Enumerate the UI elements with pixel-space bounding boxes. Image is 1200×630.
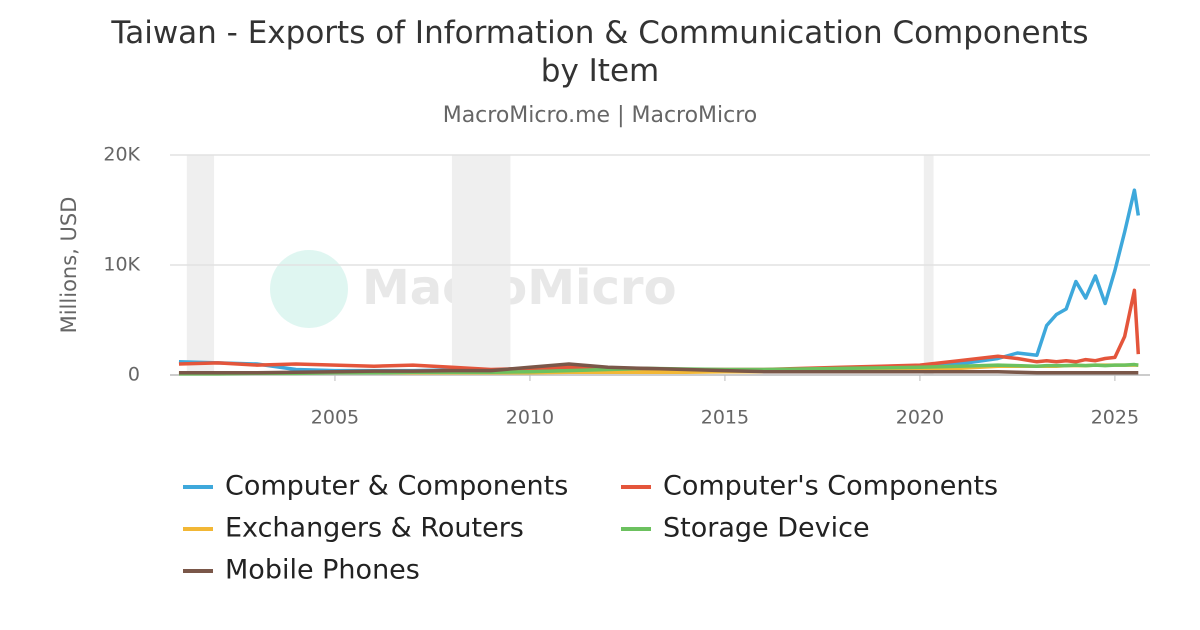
y-tick-label: 20K: [103, 144, 140, 166]
legend-label: Computer's Components: [663, 471, 998, 502]
x-tick-label: 2015: [701, 407, 749, 429]
x-tick-label: 2020: [896, 407, 944, 429]
legend-label: Exchangers & Routers: [225, 513, 524, 544]
x-tick-label: 2010: [506, 407, 554, 429]
y-tick-label: 10K: [103, 254, 140, 276]
legend-label: Storage Device: [663, 513, 870, 544]
x-tick-label: 2005: [311, 407, 359, 429]
plot: 0 10K 20K 2005 2010 2015 2020 2025 Computer & Co…: [103, 144, 1150, 586]
chart-title: Taiwan - Exports of Information & Commun…: [111, 15, 1089, 89]
y-tick-label: 0: [128, 364, 140, 386]
x-tick-label: 2025: [1091, 407, 1139, 429]
line: [178, 362, 1139, 375]
watermark: MacroMicro: [362, 260, 677, 316]
chart-subtitle: MacroMicro.me | MacroMicro: [443, 103, 758, 128]
legend-label: Mobile Phones: [225, 555, 420, 586]
legend-label: Computer & Components: [225, 471, 568, 502]
watermark-logo: [270, 250, 348, 328]
y-axis-label: Millions, USD: [57, 197, 81, 334]
